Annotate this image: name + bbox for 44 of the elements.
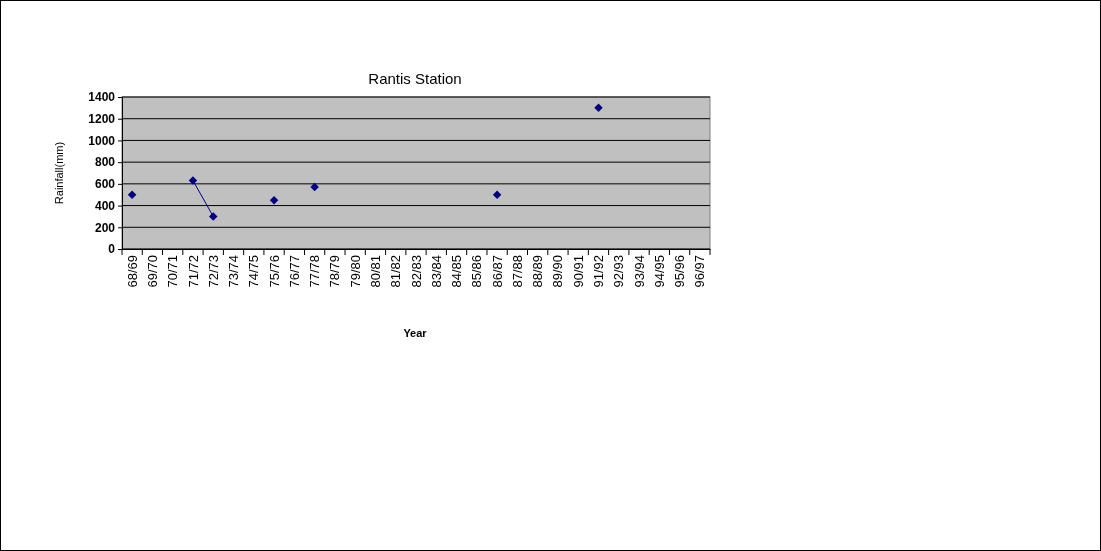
x-tick-label: 94/95: [651, 255, 667, 288]
x-tick-label: 71/72: [185, 255, 201, 288]
y-tick-label: 600: [94, 177, 116, 192]
x-axis-title: Year: [403, 327, 428, 339]
x-tick-label: 95/96: [672, 255, 688, 288]
x-tick-label: 72/73: [205, 255, 221, 288]
y-tick-label: 1400: [88, 90, 116, 105]
point: [269, 195, 279, 205]
x-tick-label: 93/94: [631, 255, 647, 288]
point: [127, 190, 137, 199]
x-tick-label: 69/70: [144, 255, 160, 288]
point: [492, 190, 502, 199]
x-tick-label: 79/80: [347, 255, 363, 288]
y-tick-label: 800: [94, 155, 116, 170]
y-tick-label: 200: [94, 220, 116, 235]
x-tick-label: 89/90: [550, 255, 566, 288]
x-tick-label: 70/71: [165, 255, 181, 288]
x-tick-label: 81/82: [388, 255, 404, 288]
x-tick-label: 82/83: [408, 255, 424, 288]
x-tick-label: 91/92: [591, 255, 607, 288]
x-tick-label: 86/87: [489, 255, 505, 288]
y-tick-label: 1200: [88, 112, 116, 127]
x-tick-label: 83/84: [428, 255, 444, 288]
y-tick-label: 400: [94, 198, 116, 213]
y-axis-title: Rainfall(mm): [53, 141, 65, 205]
x-tick-label: 88/89: [530, 255, 546, 288]
x-tick-label: 90/91: [570, 255, 586, 288]
y-tick-label: 1000: [88, 133, 116, 148]
x-tick-label: 85/86: [469, 255, 485, 288]
x-tick-label: 92/93: [611, 255, 627, 288]
x-tick-label: 77/78: [307, 255, 323, 288]
x-tick-label: 75/76: [266, 255, 282, 288]
chart-title: Rantis Station: [368, 70, 462, 87]
x-tick-label: 80/81: [368, 255, 383, 288]
point: [209, 212, 218, 221]
x-tick-label: 96/97: [692, 255, 708, 288]
x-tick-label: 78/79: [327, 255, 343, 288]
x-tick-label: 68/69: [124, 255, 140, 288]
x-tick-label: 87/88: [509, 255, 525, 288]
x-tick-label: 84/85: [449, 255, 465, 288]
x-tick-label: 76/77: [286, 255, 302, 288]
x-tick-label: 74/75: [246, 255, 262, 288]
y-tick-label: 0: [108, 242, 116, 257]
x-tick-label: 73/74: [226, 255, 242, 288]
